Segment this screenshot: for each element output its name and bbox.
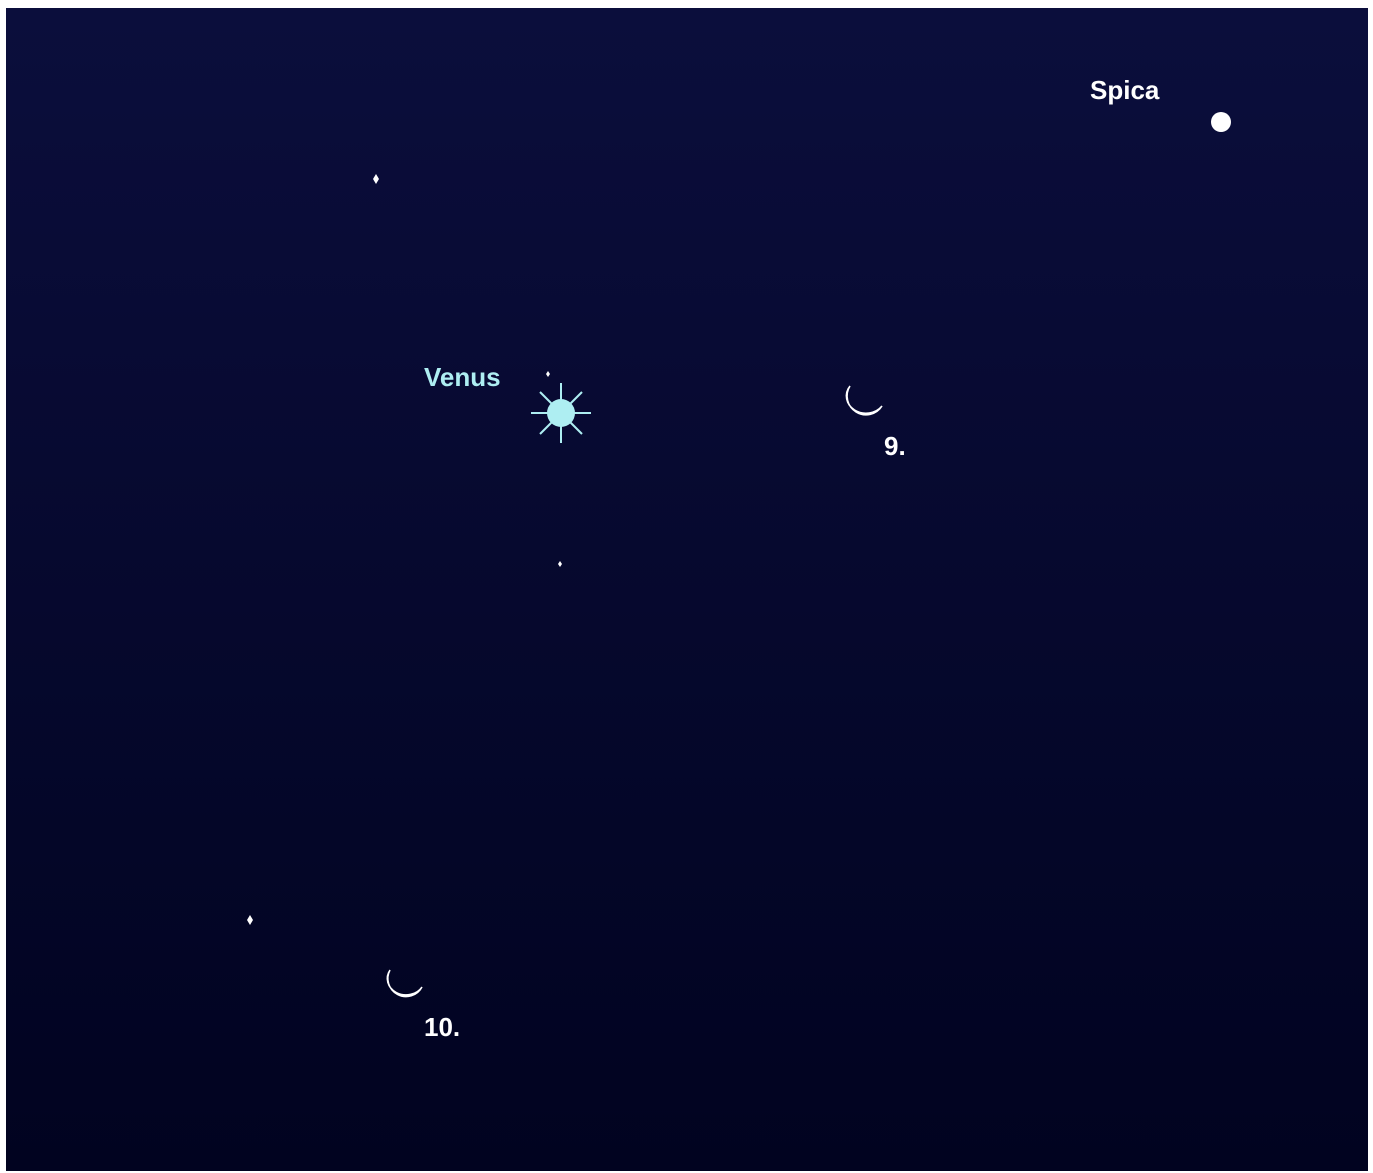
- moon-date-label: 10.: [424, 1012, 460, 1042]
- venus-disc: [547, 399, 575, 427]
- venus-label: Venus: [424, 362, 501, 392]
- spica-star: [1211, 112, 1231, 132]
- page: {"objects": [{"label": "Spica"}, {"label…: [0, 0, 1373, 1173]
- spica-label: Spica: [1090, 75, 1160, 105]
- moon-date-label: 9.: [884, 431, 906, 461]
- sky-map: Spica Venus 9. 10.: [0, 0, 1373, 1173]
- sky-background: [6, 8, 1368, 1171]
